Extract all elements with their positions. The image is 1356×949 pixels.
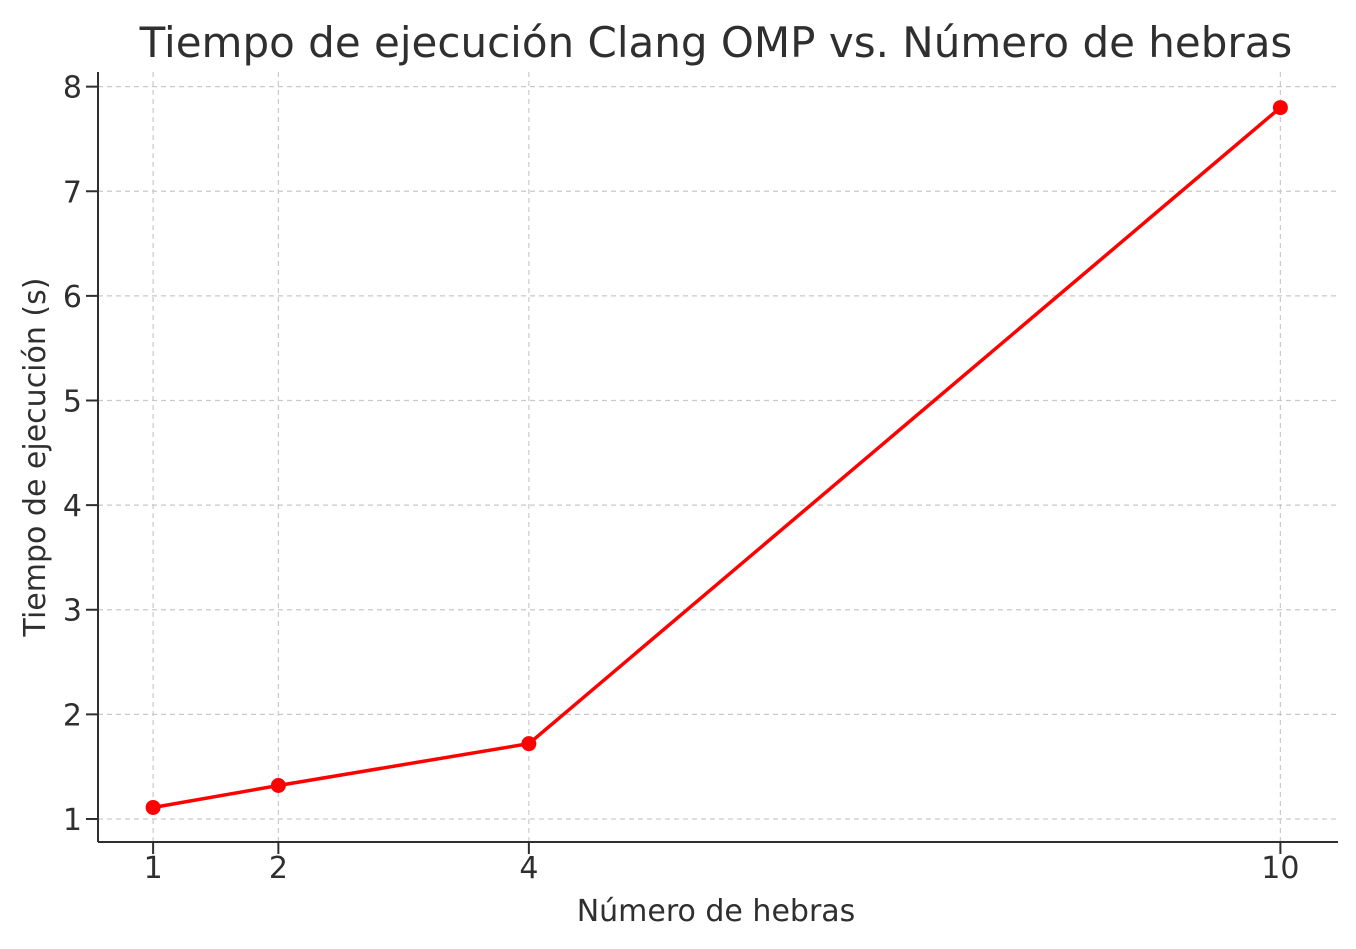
y-tick-label: 6 bbox=[63, 280, 82, 315]
series-line bbox=[151, 105, 1283, 810]
data-point bbox=[521, 736, 537, 752]
y-tick-label: 5 bbox=[63, 385, 82, 420]
data-point bbox=[270, 778, 286, 794]
y-tick-label: 1 bbox=[63, 803, 82, 838]
x-tick-label: 2 bbox=[269, 851, 288, 886]
y-tick-label: 8 bbox=[63, 71, 82, 106]
grid-lines bbox=[98, 72, 1338, 842]
y-tick-label: 2 bbox=[63, 698, 82, 733]
y-tick-label: 7 bbox=[63, 175, 82, 210]
x-tick-label: 4 bbox=[519, 851, 538, 886]
y-tick-label: 4 bbox=[63, 489, 82, 524]
x-axis-label: Número de hebras bbox=[577, 894, 856, 929]
x-tick-label: 10 bbox=[1261, 851, 1299, 886]
tick-labels: 1 2 4 10 1 2 3 4 5 6 7 8 bbox=[63, 71, 1300, 886]
data-point bbox=[145, 799, 161, 815]
data-point bbox=[1272, 100, 1288, 116]
x-tick-label: 1 bbox=[144, 851, 163, 886]
data-series bbox=[145, 100, 1288, 815]
y-tick-label: 3 bbox=[63, 594, 82, 629]
y-axis-label: Tiempo de ejecución (s) bbox=[18, 278, 53, 638]
axes bbox=[86, 72, 1338, 854]
chart-title: Tiempo de ejecución Clang OMP vs. Número… bbox=[139, 18, 1293, 67]
